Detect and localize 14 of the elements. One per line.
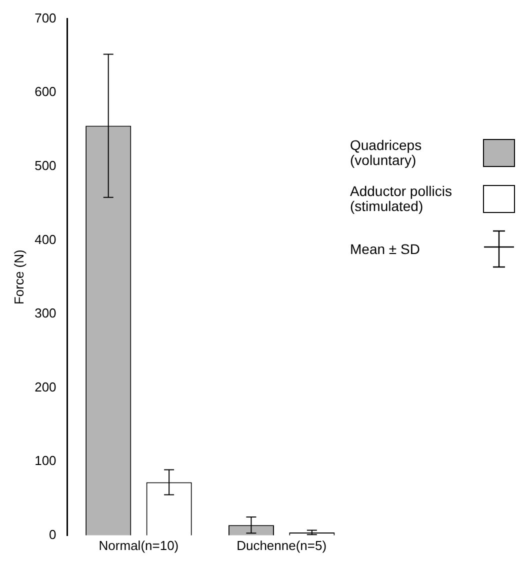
x-tick-label: Duchenne(n=5) — [236, 538, 327, 553]
text: Quadriceps (voluntary) — [350, 137, 422, 168]
y-tick-label: 500 — [34, 158, 56, 173]
y-tick-label: 0 — [49, 526, 56, 542]
y-tick-label: 600 — [34, 84, 56, 100]
annotation: Mean ± SD — [350, 241, 420, 257]
y-tick-label: 400 — [34, 232, 56, 247]
y-tick-label: 300 — [34, 306, 56, 321]
y-tick-label: 700 — [34, 10, 56, 26]
y-tick-label: 100 — [34, 453, 56, 468]
text: Adductor pollicis (stimulated) — [350, 183, 452, 214]
y-axis-title: Force (N) — [11, 250, 26, 305]
x-tick-label: Normal(n=10) — [98, 538, 179, 553]
y-tick-label: 200 — [34, 379, 56, 394]
